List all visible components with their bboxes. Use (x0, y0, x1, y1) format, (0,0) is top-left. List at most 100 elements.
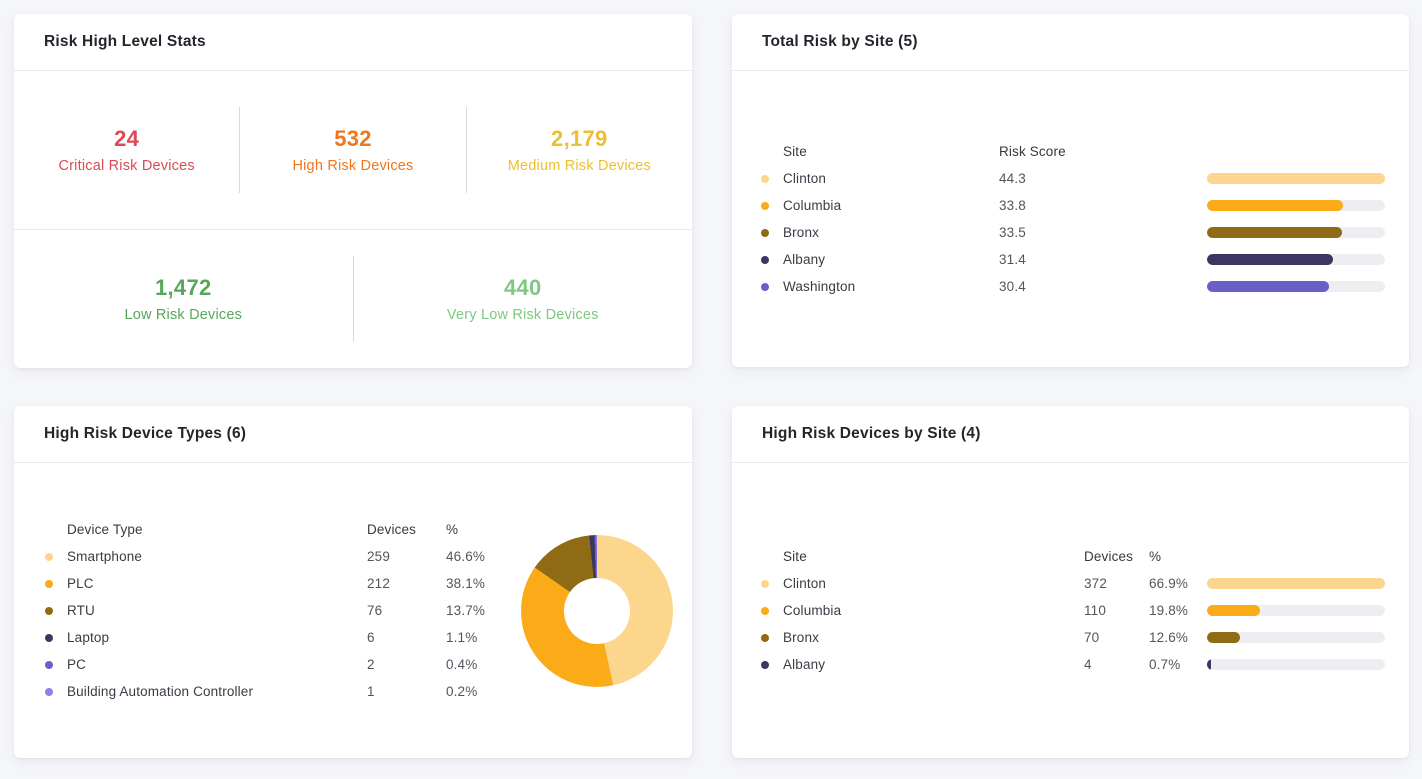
series-dot (45, 687, 53, 696)
bar-track (1207, 281, 1385, 292)
stat-value: 440 (503, 275, 542, 300)
series-dot (45, 552, 53, 561)
stat-value: 24 (114, 126, 140, 151)
card-header: High Risk Device Types (6) (14, 406, 692, 463)
table-row[interactable]: Albany 31.4 (732, 246, 1409, 273)
stats-row-bottom: 1,472 Low Risk Devices 440 Very Low Risk De… (14, 230, 692, 368)
row-value: 0.7% (1149, 657, 1181, 672)
bar-track (1207, 605, 1385, 616)
table-header-row: Device Type Devices % (14, 516, 515, 543)
row-value: 2 (367, 657, 375, 672)
row-label: Washington (783, 279, 856, 294)
card-header: Total Risk by Site (5) (732, 14, 1409, 71)
table-row[interactable]: Columbia 33.8 (732, 192, 1409, 219)
row-value: 1 (367, 684, 375, 699)
stat-separator (465, 107, 467, 193)
column-header-devices: Devices (367, 522, 417, 537)
row-value: 31.4 (999, 252, 1026, 267)
series-dot (45, 579, 53, 588)
bar-fill (1207, 281, 1330, 292)
table-row[interactable]: Washington 30.4 (732, 273, 1409, 300)
stat-label: Low Risk Devices (124, 307, 243, 323)
stat-low-risk-devices: 1,472 Low Risk Devices (14, 275, 353, 323)
row-value: 76 (367, 603, 383, 618)
bar-fill (1207, 254, 1334, 265)
row-label: Clinton (783, 171, 827, 186)
table-row[interactable]: Clinton 372 66.9% (732, 570, 1409, 597)
risk-high-level-stats-card: Risk High Level Stats 24 Critical Risk De… (14, 14, 692, 368)
high-risk-device-types-card: High Risk Device Types (6) Device Type D… (14, 406, 692, 758)
table-row[interactable]: Columbia 110 19.8% (732, 597, 1409, 624)
column-header-device-type: Device Type (67, 522, 143, 537)
bar-track (1207, 632, 1385, 643)
stat-label: Medium Risk Devices (507, 158, 651, 174)
device-types-table-wrap: Device Type Devices % Smartphone 259 46.6%… (14, 516, 515, 705)
row-label: Bronx (783, 225, 820, 240)
table-header-row: Site Devices % (732, 543, 1409, 570)
bar-track (1207, 200, 1385, 211)
table-row[interactable]: Bronx 70 12.6% (732, 624, 1409, 651)
bar-fill (1207, 578, 1385, 589)
row-value: 0.2% (446, 684, 478, 699)
devices-by-site-table: Site Devices % Clinton 372 66.9% Columbia 11… (732, 543, 1409, 678)
column-header-percent: % (446, 522, 459, 537)
bar-fill (1207, 659, 1211, 670)
stats-row-top: 24 Critical Risk Devices 532 High Risk Devi… (14, 71, 692, 229)
row-value: 66.9% (1149, 576, 1189, 591)
column-header-site: Site (783, 144, 807, 159)
row-value: 70 (1084, 630, 1100, 645)
row-value: 33.8 (999, 198, 1026, 213)
row-label: Bronx (783, 630, 820, 645)
series-dot (761, 174, 769, 183)
column-header-risk-score: Risk Score (999, 144, 1066, 159)
total-risk-by-site-table: Site Risk Score Clinton 44.3 Columbia 33.8 B… (732, 138, 1409, 300)
table-row[interactable]: Clinton 44.3 (732, 165, 1409, 192)
row-label: Columbia (783, 198, 842, 213)
series-dot (761, 282, 769, 291)
column-header-percent: % (1149, 549, 1162, 564)
bar-track (1207, 227, 1385, 238)
row-label: PC (67, 657, 87, 672)
total-risk-by-site-body: Site Risk Score Clinton 44.3 Columbia 33.8 B… (732, 71, 1409, 367)
series-dot (45, 606, 53, 615)
row-value: 0.4% (446, 657, 478, 672)
card-title: High Risk Device Types (6) (44, 425, 247, 442)
table-row[interactable]: RTU 76 13.7% (14, 597, 515, 624)
stat-value: 532 (334, 126, 372, 151)
stat-label: Critical Risk Devices (58, 158, 195, 174)
stat-medium-risk-devices: 2,179 Medium Risk Devices (467, 126, 692, 174)
series-dot (761, 201, 769, 210)
series-dot (45, 660, 53, 669)
total-risk-by-site-card: Total Risk by Site (5) Site Risk Score C… (732, 14, 1409, 367)
row-label: Albany (783, 657, 826, 672)
row-label: Smartphone (67, 549, 143, 564)
table-row[interactable]: Smartphone 259 46.6% (14, 543, 515, 570)
column-header-devices: Devices (1084, 549, 1134, 564)
table-row[interactable]: PLC 212 38.1% (14, 570, 515, 597)
row-value: 38.1% (446, 576, 486, 591)
table-row[interactable]: Bronx 33.5 (732, 219, 1409, 246)
row-value: 4 (1084, 657, 1092, 672)
stat-critical-risk-devices: 24 Critical Risk Devices (14, 126, 239, 174)
table-row[interactable]: Laptop 6 1.1% (14, 624, 515, 651)
table-row[interactable]: Albany 4 0.7% (732, 651, 1409, 678)
bar-track (1207, 659, 1385, 670)
stat-value: 2,179 (551, 126, 608, 151)
row-value: 6 (367, 630, 375, 645)
device-types-table: Device Type Devices % Smartphone 259 46.6%… (14, 516, 515, 705)
table-row[interactable]: PC 2 0.4% (14, 651, 515, 678)
stat-separator (352, 256, 354, 342)
table-row[interactable]: Building Automation Controller 1 0.2% (14, 678, 515, 705)
card-header: Risk High Level Stats (14, 14, 692, 71)
series-dot (45, 633, 53, 642)
device-types-donut-chart[interactable] (521, 534, 673, 687)
row-value: 259 (367, 549, 390, 564)
row-value: 1.1% (446, 630, 478, 645)
row-label: RTU (67, 603, 95, 618)
bar-track (1207, 254, 1385, 265)
stat-value: 1,472 (154, 275, 212, 300)
row-label: Laptop (67, 630, 110, 645)
row-value: 33.5 (999, 225, 1026, 240)
bar-track (1207, 173, 1385, 184)
column-header-site: Site (783, 549, 807, 564)
